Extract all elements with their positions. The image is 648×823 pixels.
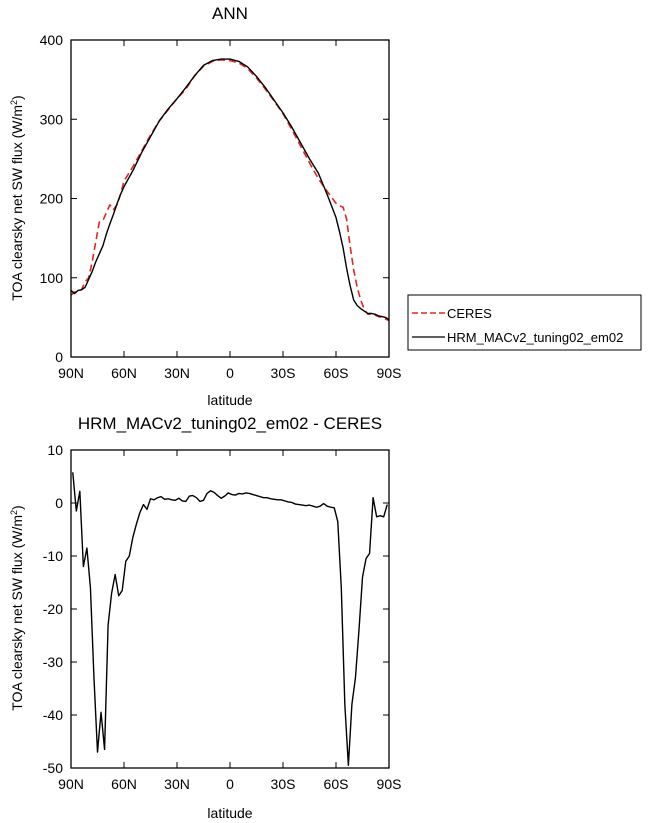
top-y-tick-label: 200 <box>40 191 64 207</box>
top-panel-frame <box>70 39 390 358</box>
top-panel-ticks: 90N 60N 30N 0 30S 60S 90S 0 100 200 300 400 <box>40 32 402 381</box>
bottom-x-tick-label: 0 <box>226 776 234 792</box>
top-x-tick-label: 60N <box>111 365 137 381</box>
bottom-y-label-main: TOA clearsky net SW flux (W/m <box>9 515 25 711</box>
legend-box <box>407 294 642 351</box>
bottom-y-tick-label: 0 <box>55 495 63 511</box>
top-x-tick-label: 30N <box>164 365 190 381</box>
bottom-y-tick-label: 10 <box>47 442 63 458</box>
bottom-y-tick-label: -20 <box>43 601 63 617</box>
bottom-y-label-sup: 2 <box>9 510 19 515</box>
top-series-line-ceres <box>70 59 390 322</box>
top-x-tick-label: 90N <box>58 365 84 381</box>
bottom-panel-x-axis-label: latitude <box>207 805 252 821</box>
top-panel-series <box>70 58 390 322</box>
bottom-panel-series <box>72 472 388 767</box>
top-y-label-sup: 2 <box>9 100 19 105</box>
top-panel-x-axis-label: latitude <box>207 392 252 408</box>
bottom-y-tick-label: -10 <box>43 548 63 564</box>
bottom-y-label-end: ) <box>9 505 25 510</box>
top-panel-y-axis-label: TOA clearsky net SW flux (W/m2) <box>9 95 25 300</box>
bottom-x-tick-label: 30S <box>271 776 296 792</box>
bottom-series-line-difference <box>72 472 388 767</box>
top-x-tick-label: 30S <box>271 365 296 381</box>
top-series-line-hrm-macv2-tuning02-em02 <box>70 58 390 321</box>
bottom-y-tick-label: -30 <box>43 654 63 670</box>
top-y-tick-label: 0 <box>55 349 63 365</box>
bottom-x-tick-label: 60S <box>324 776 349 792</box>
bottom-panel-title: HRM_MACv2_tuning02_em02 - CERES <box>78 414 382 433</box>
top-y-tick-label: 300 <box>40 111 64 127</box>
bottom-x-tick-label: 30N <box>164 776 190 792</box>
top-x-tick-label: 0 <box>226 365 234 381</box>
top-y-tick-label: 100 <box>40 270 64 286</box>
legend-label-model: HRM_MACv2_tuning02_em02 <box>447 330 623 345</box>
bottom-x-tick-label: 60N <box>111 776 137 792</box>
top-x-tick-label: 90S <box>377 365 402 381</box>
bottom-panel-ticks: 90N 60N 30N 0 30S 60S 90S 10 0 -10 -20 -30 -40 -50 <box>43 442 402 792</box>
top-panel: ANN 90N 60N 30N 0 30S 60S 90S 0 100 200 300 400 lat… <box>9 4 401 408</box>
bottom-panel: HRM_MACv2_tuning02_em02 - CERES 90N 60N 30… <box>9 414 401 821</box>
legend: CERES HRM_MACv2_tuning02_em02 <box>407 294 642 351</box>
top-y-label-main: TOA clearsky net SW flux (W/m <box>9 105 25 301</box>
top-x-tick-label: 60S <box>324 365 349 381</box>
top-y-tick-label: 400 <box>40 32 64 48</box>
bottom-panel-y-axis-label: TOA clearsky net SW flux (W/m2) <box>9 505 25 710</box>
bottom-panel-frame <box>70 449 390 769</box>
top-panel-title: ANN <box>212 4 248 23</box>
bottom-x-tick-label: 90S <box>377 776 402 792</box>
bottom-x-tick-label: 90N <box>58 776 84 792</box>
bottom-y-tick-label: -50 <box>43 760 63 776</box>
legend-label-ceres: CERES <box>447 306 492 321</box>
top-y-label-end: ) <box>9 95 25 100</box>
bottom-y-tick-label: -40 <box>43 707 63 723</box>
